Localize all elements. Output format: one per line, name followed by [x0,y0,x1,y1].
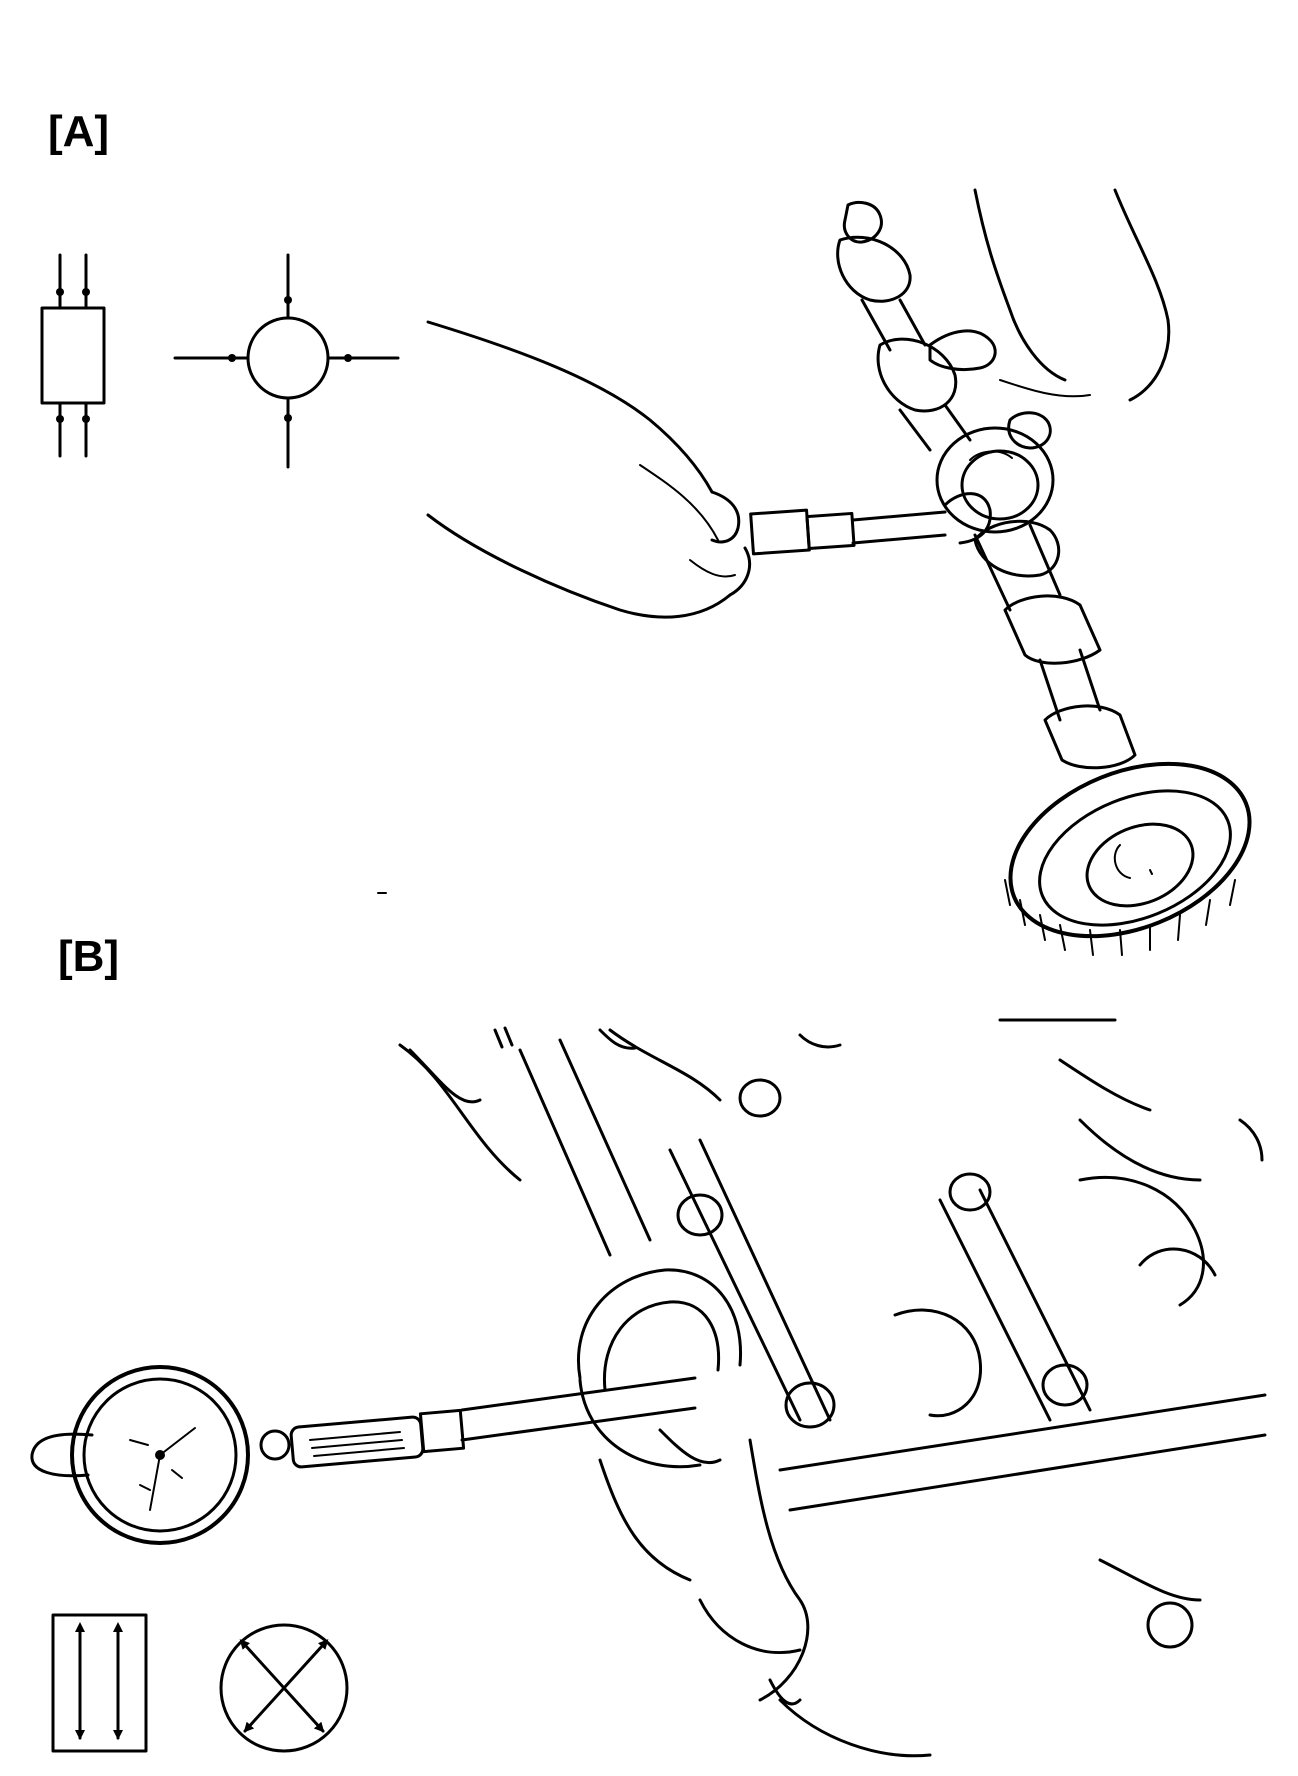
panel-a-label: [A] [48,107,110,156]
panel-b [30,1018,1267,1758]
panel-a [40,188,1252,956]
measure-directions-circle-icon [219,1623,349,1753]
hands-measuring-camshaft-journal-with-micrometer-icon [426,188,1252,956]
measure-points-circle-icon [173,253,400,469]
dial-bore-gauge-in-bearing-bore-icon [30,1018,1267,1758]
panel-b-label: [B] [58,932,120,981]
measure-directions-rectangle-icon [51,1613,148,1753]
measure-points-rectangle-icon [40,253,106,458]
